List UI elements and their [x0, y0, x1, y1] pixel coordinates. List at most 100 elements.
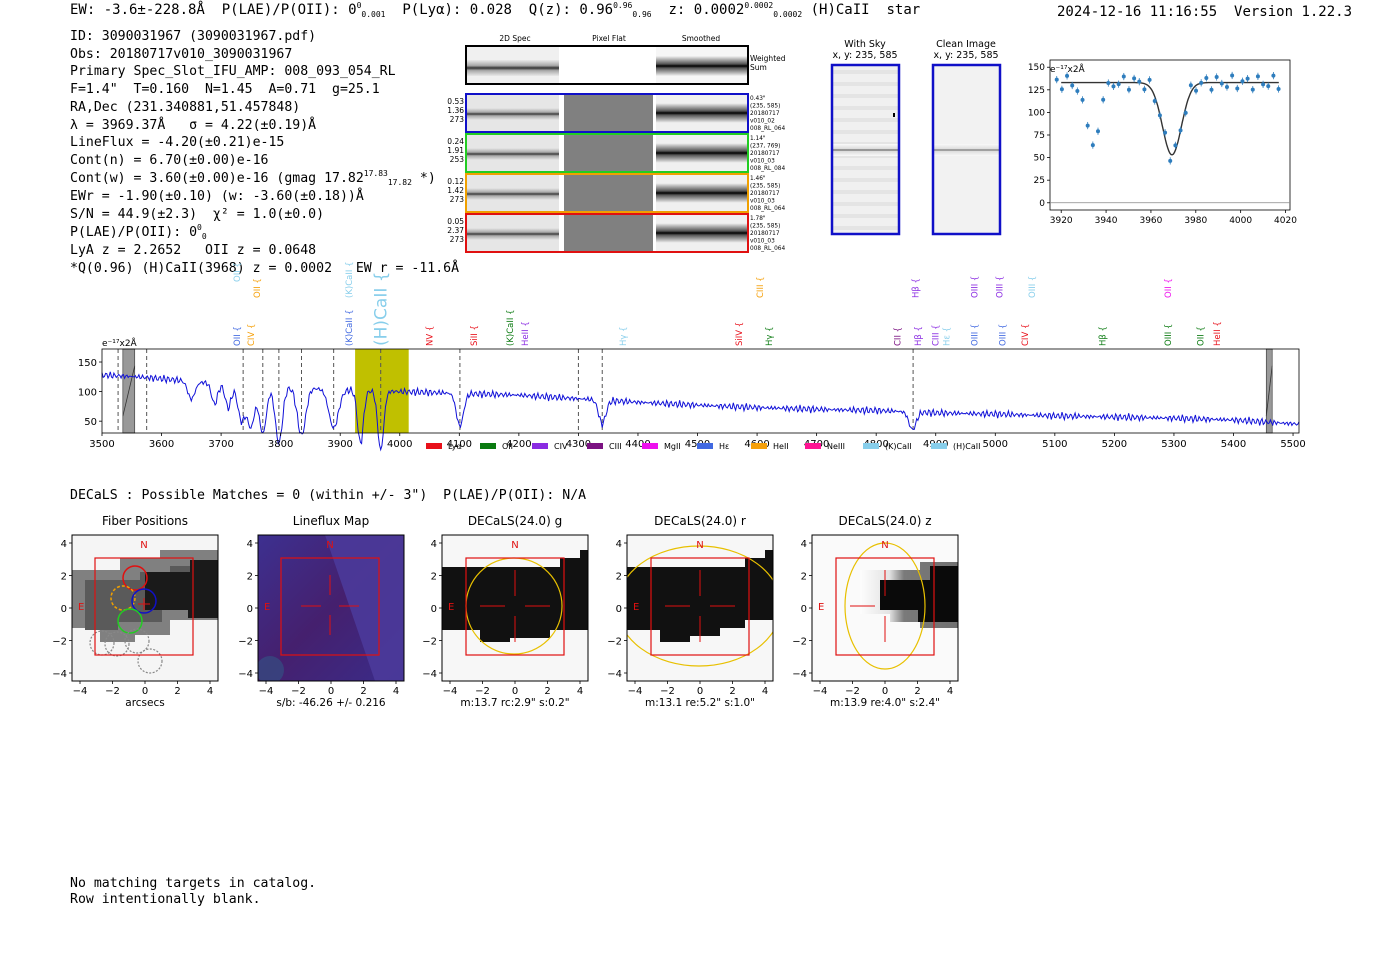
- cutout-2dspec-trace-0: [466, 108, 559, 120]
- panel-caption-1: s/b: -46.26 +/- 0.216: [276, 697, 386, 709]
- fit-xtick-label: 4000: [1229, 216, 1252, 226]
- legend-swatch-6: [751, 443, 767, 449]
- sky-panels: With Sky x, y: 235, 585 Clean Image x, y…: [830, 39, 1002, 236]
- panel-text: Fiber Positions Lineflux Map DECaLS(24.0…: [78, 514, 940, 709]
- fit-point-27: [1194, 88, 1199, 93]
- cutout-stat-2-0: 0.12: [447, 177, 464, 186]
- north-0: N: [140, 540, 147, 551]
- sky-stripe-9: [832, 178, 899, 182]
- cutout-stat-1-2: 253: [450, 155, 465, 164]
- sky-stripe-13: [832, 226, 899, 230]
- fit-point-21: [1163, 130, 1168, 135]
- fit-point-38: [1250, 87, 1255, 92]
- spectrum-legend: Lyα OII CIV CIII MgII Hε HeII NeIII (K)CaII (H)Ca…: [426, 442, 980, 451]
- panel-title-4: DECaLS(24.0) z: [838, 514, 931, 528]
- cutout-label-2-1: (235, 585): [750, 184, 780, 190]
- timestamp: 2024-12-16 11:16:55: [1057, 4, 1218, 20]
- cutout-label-3-4: 008_RL_064: [750, 246, 785, 252]
- sky-stripe-8: [832, 166, 899, 170]
- fit-xtick-label: 3980: [1184, 216, 1207, 226]
- fit-point-33: [1224, 84, 1229, 89]
- legend-label-9: (H)CaII: [953, 442, 980, 451]
- fit-point-15: [1132, 76, 1137, 81]
- fit-point-32: [1219, 81, 1224, 86]
- fit-point-24: [1178, 128, 1183, 133]
- spectrum-xtick-label: 5500: [1280, 439, 1305, 450]
- fit-point-12: [1116, 82, 1121, 87]
- catalog-footer: No matching targets in catalog. Row inte…: [70, 876, 316, 907]
- panel-xtick-label-4: 2: [914, 686, 920, 697]
- fit-point-26: [1188, 83, 1193, 88]
- panel-ytick-label-0: 4: [61, 539, 67, 550]
- panel-ytick-label-3: −2: [607, 637, 622, 648]
- fit-xtick-label: 3940: [1095, 216, 1118, 226]
- line-label-20: OIII {: [970, 276, 980, 298]
- panel-ytick-label-3: 2: [616, 572, 622, 583]
- info-lineflux: LineFlux = -4.20(±0.21)e-15: [70, 135, 285, 151]
- clean-image: [931, 63, 1002, 236]
- info-fit: F=1.4" T=0.160 N=1.45 A=0.71 g=25.1: [70, 82, 380, 98]
- cutout-label-2-0: 1.46": [750, 176, 766, 182]
- footer-line1: No matching targets in catalog.: [70, 876, 317, 891]
- cutout-panel: 2D Spec Pixel Flat Smoothed Weighted Sum…: [447, 34, 786, 253]
- panel-caption-3: m:13.1 re:5.2" s:1.0": [645, 697, 755, 709]
- panel-xtick-label-2: 0: [512, 686, 518, 697]
- line-fit-plot: e⁻¹⁷x2Å 3920 3940 3960 3980 4000 4020 0 25 50 75 1…: [1028, 59, 1297, 226]
- east-4: E: [818, 602, 824, 613]
- spectrum-ylabel: e⁻¹⁷x2Å: [102, 337, 138, 349]
- cutout-stat-0-1: 1.36: [447, 106, 464, 115]
- info-obs: Obs: 20180717v010_3090031967: [70, 46, 293, 62]
- panel-ticks: −4 −2 0 2 4 4 2 0 −2 −4 −4 −2 0 2 4 4 2 0 −2 −4 −4 −2 0 2 4 4 2 0 −2…: [52, 539, 953, 697]
- cutout-stat-1-1: 1.91: [447, 146, 464, 155]
- spectrum-xtick-label: 3600: [149, 439, 174, 450]
- line-label-11: Hγ {: [619, 326, 629, 346]
- line-label-0: OII {: [233, 262, 243, 282]
- spectrum-xtick-label: 4400: [625, 439, 650, 450]
- panel-xtick-label-2: −2: [475, 686, 490, 697]
- north-1: N: [326, 540, 333, 551]
- fit-point-2: [1065, 73, 1070, 78]
- fit-point-42: [1271, 73, 1276, 78]
- spectrum-xtick-label: 5400: [1221, 439, 1246, 450]
- fit-ytick-label: 0: [1039, 199, 1045, 209]
- info-plae-sub: 0: [201, 231, 207, 241]
- clean-coords: x, y: 235, 585: [933, 50, 998, 61]
- fit-point-35: [1235, 86, 1240, 91]
- info-ewr: EWr = -1.90(±0.10) (w: -3.60(±0.18))Å: [70, 189, 364, 205]
- clean-title: Clean Image: [936, 39, 996, 50]
- fit-point-36: [1240, 79, 1245, 84]
- header-plae-sub: 0.001: [361, 10, 386, 19]
- cutout-pixelflat-3: [564, 214, 653, 252]
- panel-ytick-label-0: −2: [52, 637, 67, 648]
- fit-point-14: [1126, 87, 1131, 92]
- legend-swatch-1: [480, 443, 496, 449]
- fit-point-1: [1059, 87, 1064, 92]
- panel-xtick-label-1: −4: [259, 686, 274, 697]
- spectrum-xtick-label: 5200: [1102, 439, 1127, 450]
- sky-stripe-0: [832, 70, 899, 74]
- legend-label-6: HeII: [773, 442, 789, 451]
- spectrum-ytick-label: 150: [78, 358, 97, 369]
- fit-point-11: [1111, 84, 1116, 89]
- legend-swatch-5: [697, 443, 713, 449]
- line-label-1: OII {: [233, 326, 243, 346]
- spectrum-xtick-label: 4000: [387, 439, 412, 450]
- panel-ytick-label-0: 0: [61, 604, 67, 615]
- fit-ylabel: e⁻¹⁷x2Å: [1050, 63, 1086, 75]
- weighted-sum-row: Weighted Sum: [465, 45, 786, 85]
- fit-point-6: [1085, 123, 1090, 128]
- line-label-29: OII {: [1197, 326, 1207, 346]
- panel-xtick-label-2: −4: [443, 686, 458, 697]
- fit-ytick-label: 75: [1034, 131, 1045, 141]
- spectrum-xtick-label: 5000: [983, 439, 1008, 450]
- fit-ytick-label: 150: [1028, 63, 1045, 73]
- spectrum-line: [101, 371, 1300, 452]
- panel-ytick-label-2: −4: [422, 669, 437, 680]
- spectrum-ytick-label: 50: [84, 417, 97, 428]
- panel-title-2: DECaLS(24.0) g: [468, 514, 562, 528]
- panel-xtick-label-1: 0: [328, 686, 334, 697]
- cutout-label-1-3: v010_03: [750, 159, 775, 165]
- line-label-24: CIV {: [1021, 324, 1031, 346]
- header-line-id: (H)CaII: [810, 2, 870, 18]
- line-label-13: CIII {: [756, 276, 766, 298]
